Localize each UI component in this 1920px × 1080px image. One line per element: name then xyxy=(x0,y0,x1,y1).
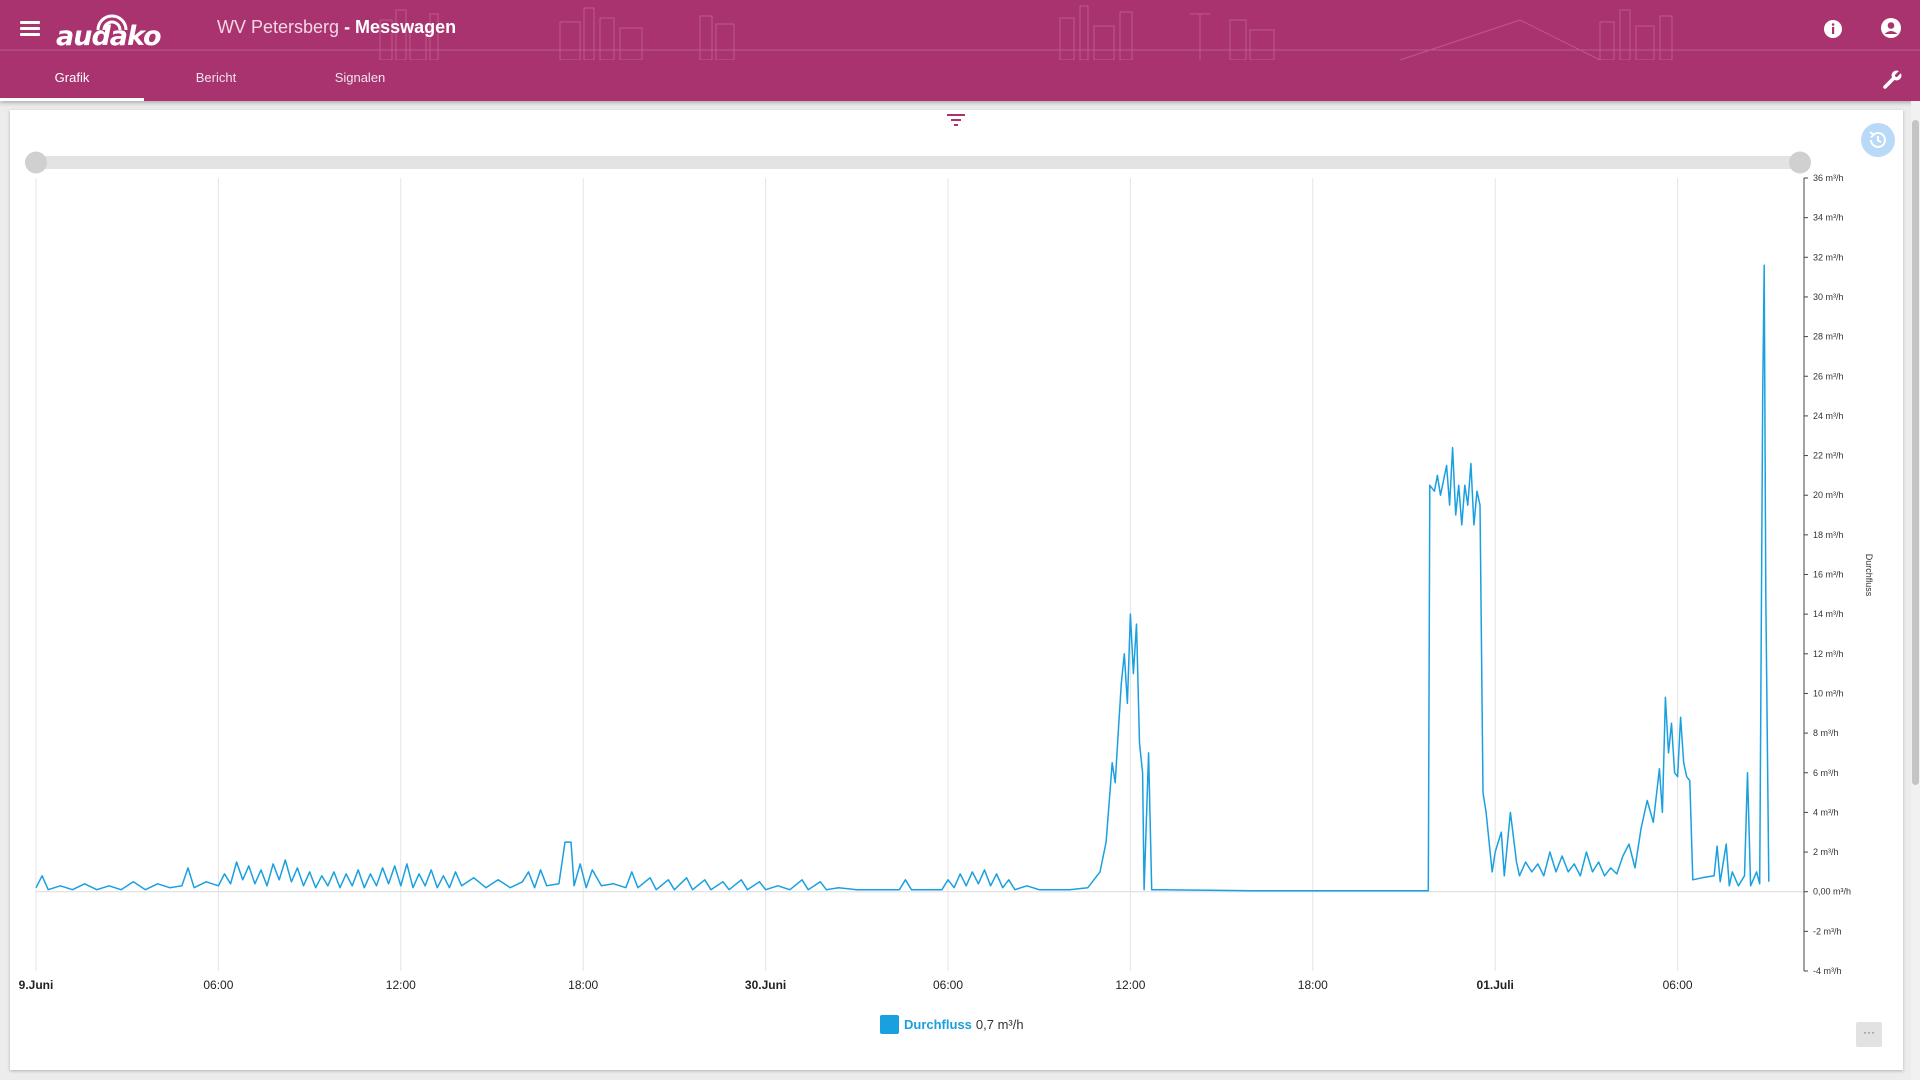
y-tick-label: 0,00 m³/h xyxy=(1813,887,1851,897)
y-tick-label: 2 m³/h xyxy=(1813,847,1839,857)
audako-logo: audako xyxy=(56,8,166,52)
account-circle-icon[interactable] xyxy=(1880,17,1902,39)
y-tick-label: 26 m³/h xyxy=(1813,371,1844,381)
y-axis: -4 m³/h -2 m³/h 0,00 m³/h 2 m³/h 4 m³/h 6 m³/… xyxy=(1803,173,1851,976)
x-tick-label: 12:00 xyxy=(386,978,416,992)
y-tick-label: 34 m³/h xyxy=(1813,213,1844,223)
y-tick-label: 6 m³/h xyxy=(1813,768,1839,778)
logo-text: audako xyxy=(56,21,162,52)
info-icon[interactable] xyxy=(1822,18,1844,40)
y-tick-label: 28 m³/h xyxy=(1813,332,1844,342)
chart-legend[interactable]: Durchfluss 0,7 m³/h xyxy=(880,1015,1024,1034)
wrench-icon[interactable] xyxy=(1882,68,1904,90)
y-tick-label: -4 m³/h xyxy=(1813,966,1842,976)
page-scrollbar-thumb[interactable] xyxy=(1912,120,1919,785)
chart-series xyxy=(35,264,1770,892)
y-tick-label: 30 m³/h xyxy=(1813,292,1844,302)
history-icon[interactable] xyxy=(1861,123,1895,157)
y-tick-label: 24 m³/h xyxy=(1813,411,1844,421)
x-tick-label: 18:00 xyxy=(568,978,598,992)
y-axis-label: Durchfluss xyxy=(1864,554,1874,597)
x-tick-label: 06:00 xyxy=(1663,978,1693,992)
range-navigator xyxy=(25,151,1811,174)
x-tick-label: 06:00 xyxy=(203,978,233,992)
y-tick-label: 20 m³/h xyxy=(1813,490,1844,500)
x-tick-label: 06:00 xyxy=(933,978,963,992)
page-title: WV Petersberg - Messwagen xyxy=(217,17,456,38)
x-tick-label: 01.Juli xyxy=(1477,978,1514,992)
tab-bericht[interactable]: Bericht xyxy=(195,70,237,85)
chart-grid xyxy=(35,178,1803,971)
device-name: - Messwagen xyxy=(344,17,457,37)
range-handle-right[interactable] xyxy=(1789,151,1811,174)
x-tick-label: 18:00 xyxy=(1298,978,1328,992)
y-tick-label: 10 m³/h xyxy=(1813,688,1844,698)
logo-signal-icon xyxy=(96,14,128,31)
y-tick-label: 22 m³/h xyxy=(1813,451,1844,461)
y-tick-label: -2 m³/h xyxy=(1813,926,1842,936)
x-tick-label: 30.Juni xyxy=(745,978,786,992)
x-tick-label: 9.Juni xyxy=(19,978,54,992)
more-options-button[interactable]: ··· xyxy=(1856,1022,1882,1047)
menu-button[interactable] xyxy=(20,18,40,40)
legend-swatch xyxy=(880,1015,899,1034)
range-track[interactable] xyxy=(36,156,1801,169)
series-line-durchfluss xyxy=(35,264,1770,892)
y-tick-label: 4 m³/h xyxy=(1813,807,1839,817)
y-tick-label: 32 m³/h xyxy=(1813,252,1844,262)
legend-series-name: Durchfluss xyxy=(904,1017,972,1032)
range-handle-left[interactable] xyxy=(25,151,47,174)
filter-icon[interactable] xyxy=(945,111,967,129)
chart-card xyxy=(10,110,1903,1070)
tab-signalen[interactable]: Signalen xyxy=(334,70,386,85)
x-tick-label: 12:00 xyxy=(1115,978,1145,992)
legend-series-value: 0,7 m³/h xyxy=(975,1017,1024,1032)
y-tick-label: 8 m³/h xyxy=(1813,728,1839,738)
y-tick-label: 16 m³/h xyxy=(1813,570,1844,580)
y-tick-label: 12 m³/h xyxy=(1813,649,1844,659)
location-name: WV Petersberg xyxy=(217,17,340,37)
x-axis: 9.Juni 06:00 12:00 18:00 30.Juni 06:00 12:00 18… xyxy=(19,978,1693,992)
y-tick-label: 14 m³/h xyxy=(1813,609,1844,619)
y-tick-label: 18 m³/h xyxy=(1813,530,1844,540)
tab-grafik[interactable]: Grafik xyxy=(0,60,144,101)
y-tick-label: 36 m³/h xyxy=(1813,173,1844,183)
